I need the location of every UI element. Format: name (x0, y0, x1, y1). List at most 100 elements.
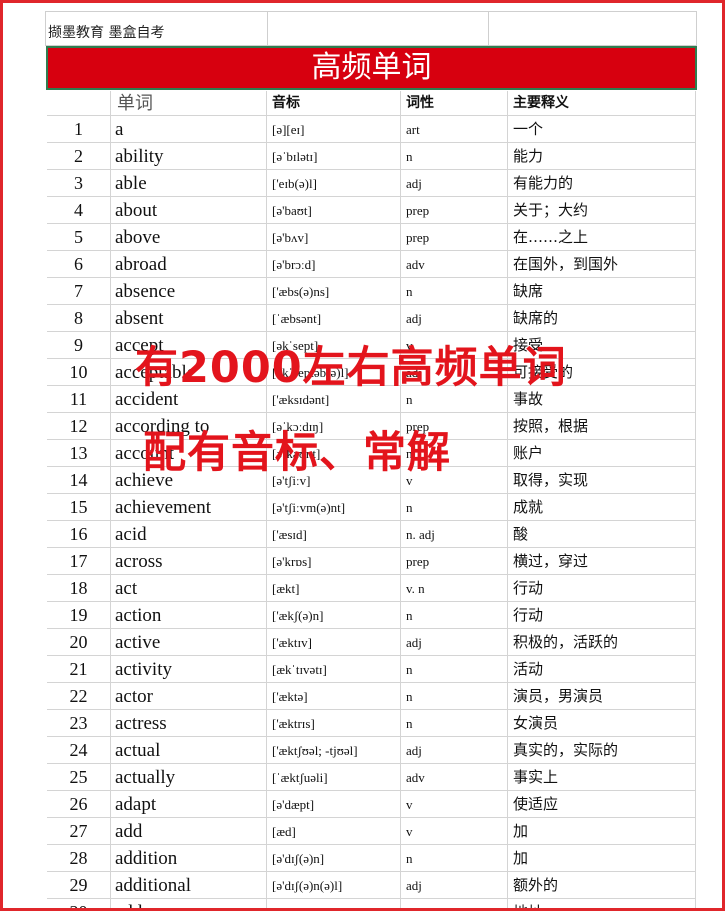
word: addition (111, 845, 267, 872)
word: abroad (111, 251, 267, 278)
row-number: 30 (47, 899, 111, 908)
phonetic: [ə'krɒs] (267, 548, 401, 575)
row-number: 7 (47, 278, 111, 305)
meaning: 活动 (508, 656, 696, 683)
meaning: 行动 (508, 602, 696, 629)
word: activity (111, 656, 267, 683)
part-of-speech: v. n (401, 575, 508, 602)
phonetic: ['eɪb(ə)l] (267, 170, 401, 197)
phonetic: [əˈkaʊnt] (267, 440, 401, 467)
row-number: 4 (47, 197, 111, 224)
part-of-speech: adj (401, 872, 508, 899)
row-number: 10 (47, 359, 111, 386)
meaning: 按照，根据 (508, 413, 696, 440)
meaning: 可接受的 (508, 359, 696, 386)
row-number: 5 (47, 224, 111, 251)
meaning: 有能力的 (508, 170, 696, 197)
meaning: 关于；大约 (508, 197, 696, 224)
row-number: 3 (47, 170, 111, 197)
word: achievement (111, 494, 267, 521)
meaning: 取得，实现 (508, 467, 696, 494)
phonetic: [əkˈseptəb(ə)l] (267, 359, 401, 386)
word: above (111, 224, 267, 251)
part-of-speech: n (401, 278, 508, 305)
word: active (111, 629, 267, 656)
part-of-speech: prep (401, 197, 508, 224)
meaning: 在国外，到国外 (508, 251, 696, 278)
part-of-speech: adj (401, 737, 508, 764)
word: action (111, 602, 267, 629)
column-header: 单词 (111, 91, 267, 116)
row-number: 17 (47, 548, 111, 575)
row-number: 15 (47, 494, 111, 521)
part-of-speech: art (401, 116, 508, 143)
meaning: 成就 (508, 494, 696, 521)
row-number: 11 (47, 386, 111, 413)
meaning: 事实上 (508, 764, 696, 791)
part-of-speech: v (401, 467, 508, 494)
phonetic: [ˈæktʃuəli] (267, 764, 401, 791)
phonetic: ['æsɪd] (267, 521, 401, 548)
part-of-speech: prep (401, 224, 508, 251)
phonetic: [ækt] (267, 575, 401, 602)
row-number: 21 (47, 656, 111, 683)
meaning: 女演员 (508, 710, 696, 737)
word: act (111, 575, 267, 602)
phonetic: [ə][eɪ] (267, 116, 401, 143)
part-of-speech: n (401, 440, 508, 467)
phonetic: ['æktɪv] (267, 629, 401, 656)
phonetic: [əˈkɔːdɪŋ] (267, 413, 401, 440)
part-of-speech: n (401, 143, 508, 170)
word: adapt (111, 791, 267, 818)
meaning: 缺席 (508, 278, 696, 305)
word: about (111, 197, 267, 224)
part-of-speech: n (401, 494, 508, 521)
word: achieve (111, 467, 267, 494)
meaning: 事故 (508, 386, 696, 413)
word: able (111, 170, 267, 197)
meaning: 积极的，活跃的 (508, 629, 696, 656)
word: actress (111, 710, 267, 737)
phonetic: ['ækʃ(ə)n] (267, 602, 401, 629)
part-of-speech: n (401, 386, 508, 413)
divider (488, 11, 489, 46)
row-number: 24 (47, 737, 111, 764)
part-of-speech: n. adj (401, 521, 508, 548)
word: according to (111, 413, 267, 440)
column-header: 词性 (401, 91, 508, 116)
row-number: 26 (47, 791, 111, 818)
row-number: 28 (47, 845, 111, 872)
row-number: 18 (47, 575, 111, 602)
phonetic: [ə'bʌv] (267, 224, 401, 251)
meaning: 接受 (508, 332, 696, 359)
part-of-speech: n (401, 845, 508, 872)
word: address (111, 899, 267, 908)
part-of-speech: n (401, 656, 508, 683)
word: accident (111, 386, 267, 413)
divider (267, 11, 268, 46)
meaning: 额外的 (508, 872, 696, 899)
meaning: 横过，穿过 (508, 548, 696, 575)
part-of-speech: adj (401, 170, 508, 197)
phonetic: [ˈæbsənt] (267, 305, 401, 332)
row-number: 16 (47, 521, 111, 548)
part-of-speech: prep (401, 413, 508, 440)
phonetic: [ə'dɪʃ(ə)n(ə)l] (267, 872, 401, 899)
meaning: 一个 (508, 116, 696, 143)
row-number: 1 (47, 116, 111, 143)
header-cell (47, 91, 111, 116)
part-of-speech: n (401, 899, 508, 908)
row-number: 14 (47, 467, 111, 494)
meaning: 使适应 (508, 791, 696, 818)
meaning: 账户 (508, 440, 696, 467)
meaning: 演员，男演员 (508, 683, 696, 710)
overlay-text: 有2000左右高频单词 (135, 343, 567, 393)
phonetic: [ə'tʃiːv] (267, 467, 401, 494)
part-of-speech: adv (401, 251, 508, 278)
phonetic: [ə'brɔːd] (267, 251, 401, 278)
phonetic: [əˈbɪlətɪ] (267, 143, 401, 170)
phonetic: ['æktə] (267, 683, 401, 710)
meaning: 行动 (508, 575, 696, 602)
row-number: 12 (47, 413, 111, 440)
